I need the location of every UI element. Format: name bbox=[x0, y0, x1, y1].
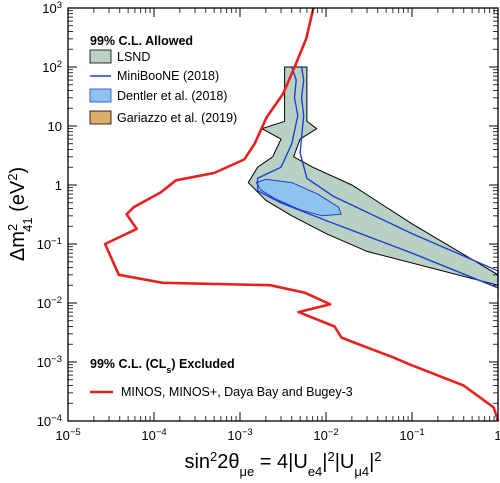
legend-allowed-title: 99% C.L. Allowed bbox=[90, 34, 193, 48]
legend-label-gariazzo-et-al-2019: Gariazzo et al. (2019) bbox=[117, 111, 237, 125]
y-axis-title: Δm241 (eV2) bbox=[5, 167, 35, 261]
x-axis-title: sin22θμe = 4|Ue4|2|Uμ4|2 bbox=[184, 449, 381, 479]
x-tick-label: 10−5 bbox=[55, 427, 80, 444]
lsnd-region bbox=[247, 66, 499, 286]
plot-frame bbox=[67, 7, 499, 422]
legend-swatch-dentler-et-al-2018 bbox=[89, 88, 112, 103]
legend-label-miniboone-2018: MiniBooNE (2018) bbox=[117, 69, 219, 83]
legend-label-dentler-et-al-2018: Dentler et al. (2018) bbox=[117, 89, 227, 103]
legend-label-lsnd: LSND bbox=[117, 50, 150, 64]
y-tick-label: 10−3 bbox=[37, 354, 62, 371]
y-tick-label: 10−4 bbox=[37, 413, 62, 430]
miniboone-2018-contour bbox=[256, 66, 499, 289]
legend-swatch-lsnd bbox=[89, 49, 112, 64]
exclusion-curve bbox=[103, 7, 500, 422]
y-tick-label: 102 bbox=[42, 59, 62, 76]
x-tick-label: 1 bbox=[494, 428, 500, 443]
legend: 99% C.L. Allowed LSND MiniBooNE (2018) Den… bbox=[89, 34, 353, 399]
x-tick-label: 10−2 bbox=[313, 427, 338, 444]
x-tick-label: 10−4 bbox=[141, 427, 166, 444]
legend-excluded-title: 99% C.L. (CLs) Excluded bbox=[90, 357, 235, 375]
y-tick-label: 10−1 bbox=[37, 236, 62, 253]
legend-swatch-gariazzo-et-al-2019 bbox=[89, 110, 112, 125]
y-tick-label: 10−2 bbox=[37, 295, 62, 312]
exclusion-curves bbox=[103, 7, 500, 422]
dentler-et-al-2018-region bbox=[255, 178, 342, 217]
x-tick-label: 10−3 bbox=[227, 427, 252, 444]
y-tick-label: 1 bbox=[55, 178, 62, 193]
x-tick-label: 10−1 bbox=[399, 427, 424, 444]
allowed-regions bbox=[247, 66, 499, 286]
axis-ticks bbox=[67, 7, 499, 422]
y-tick-label: 103 bbox=[42, 0, 62, 16]
y-tick-labels: 10−4 10−3 10−2 10−1 1 10 102 103 bbox=[37, 0, 62, 429]
legend-label-exclusion: MINOS, MINOS+, Daya Bay and Bugey-3 bbox=[121, 385, 353, 399]
y-tick-label: 10 bbox=[48, 119, 62, 134]
x-tick-labels: 10−5 10−4 10−3 10−2 10−1 1 bbox=[55, 427, 500, 444]
